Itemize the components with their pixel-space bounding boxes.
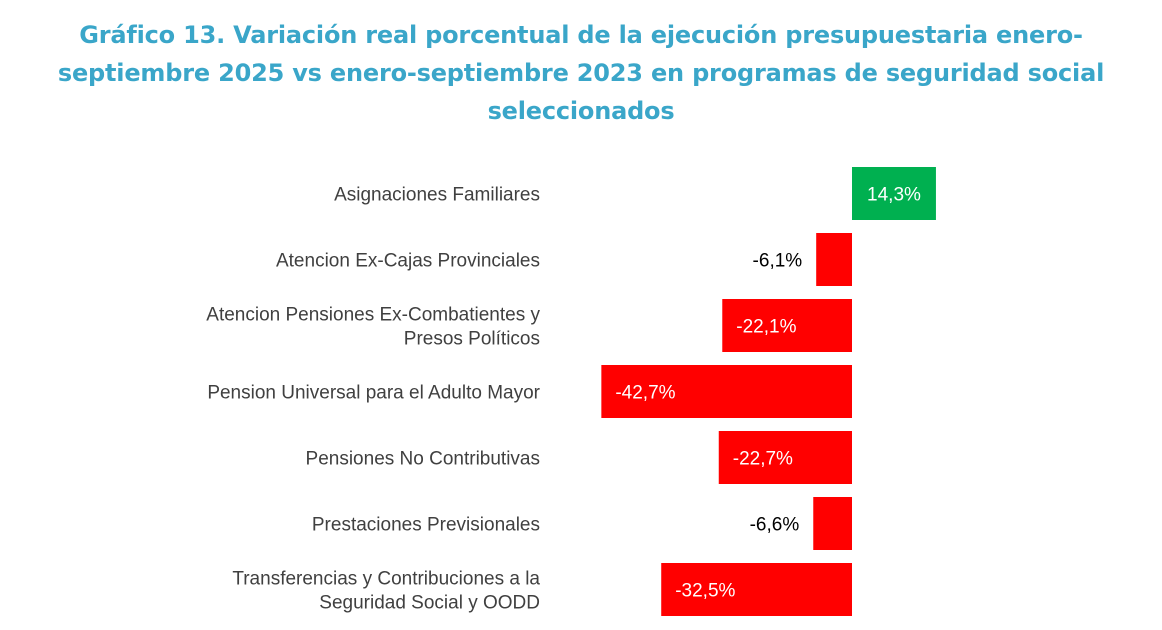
data-label: 14,3% <box>867 185 921 206</box>
data-label: -32,5% <box>675 581 735 602</box>
data-label: -42,7% <box>615 383 675 404</box>
category-label: Prestaciones Previsionales <box>312 515 540 536</box>
data-label: -22,1% <box>736 317 796 338</box>
data-label: -22,7% <box>733 449 793 470</box>
category-label: Asignaciones Familiares <box>334 185 540 206</box>
chart-title: Gráfico 13. Variación real porcentual de… <box>57 21 1105 125</box>
category-label: Pension Universal para el Adulto Mayor <box>207 383 540 404</box>
bar <box>601 365 852 418</box>
category-label: Pensiones No Contributivas <box>306 449 540 470</box>
bar <box>718 431 852 484</box>
data-label: -6,6% <box>750 515 800 536</box>
category-label: Atencion Ex-Cajas Provinciales <box>276 251 540 272</box>
category-label: Atencion Pensiones Ex-Combatientes y Pres… <box>206 305 540 350</box>
bar <box>813 497 852 550</box>
data-label: -6,1% <box>753 251 803 272</box>
bar <box>852 167 936 220</box>
bar <box>816 233 852 286</box>
bar <box>661 563 852 616</box>
bar <box>722 299 852 352</box>
category-label: Transferencias y Contribuciones a la Segu… <box>232 569 540 614</box>
